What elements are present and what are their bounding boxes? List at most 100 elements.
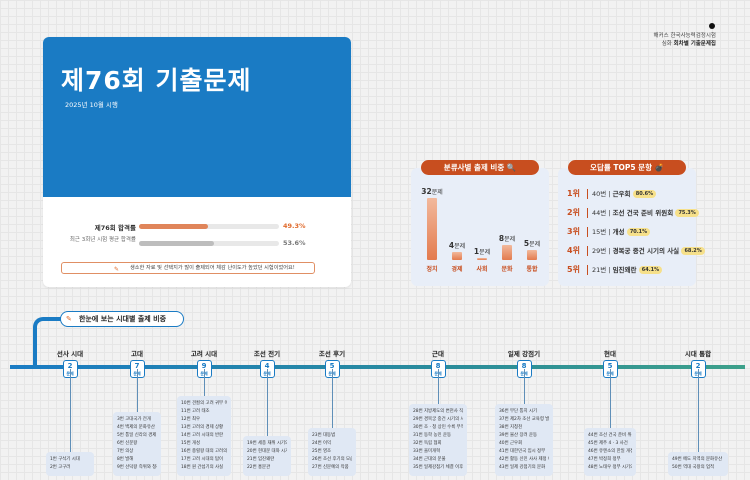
top5-separator	[587, 246, 588, 256]
era-topic: 8번 발해	[117, 457, 134, 462]
era-name: 조선 후기	[318, 350, 346, 358]
era-name: 선사 시대	[56, 350, 84, 358]
era-topic-box: 49번 에도 지역의 문화유산 50번 역대 국왕의 업적	[668, 452, 728, 476]
timeline-line	[10, 365, 745, 369]
era-topic: 39번 물산 장려 운동	[499, 433, 538, 438]
era-topic-box: 28번 지방제도의 변천사 직접 시기 29번 경복궁 중건 시기의 사실 30번 …	[409, 404, 467, 476]
era-connector	[137, 369, 138, 412]
top5-text: 21번 | 임진왜란 64.1%	[592, 262, 663, 278]
era-topic: 32번 독립 협회	[413, 441, 442, 446]
era-name: 시대 통합	[684, 350, 712, 358]
avg-rate-label: 최근 3회년 시험 평균 합격률	[69, 237, 136, 243]
top5-rate-badge: 70.1%	[626, 228, 651, 236]
avg-rate-track	[139, 241, 279, 246]
era-topic: 25번 영조	[312, 449, 332, 454]
era-topic: 13번 고려의 경제 상황	[181, 425, 224, 430]
top5-text: 44번 | 조선 건국 준비 위원회 75.3%	[592, 205, 699, 221]
top5-box: 오답률 TOP5 문항 💣	[558, 160, 696, 286]
top5-text: 40번 | 근우회 80.6%	[592, 186, 657, 202]
pencil-icon: ✎	[114, 266, 120, 273]
bomb-icon: 💣	[654, 163, 664, 172]
era-topic: 23번 대동법	[312, 433, 336, 438]
top5-separator	[587, 189, 588, 199]
era-topic-box: 36번 무단 통치 시기 37번 제2차 조선 교육령 발표 이후의 사실 38번 …	[495, 404, 553, 476]
era-topic: 11번 고려 태조	[181, 409, 210, 414]
era-topic: 18번 원 간섭기의 사실	[181, 465, 224, 470]
era-topic: 14번 고려 시대의 반란	[181, 433, 224, 438]
era-topic: 7번 의상	[117, 449, 134, 454]
era-topic: 50번 역대 국왕의 업적	[672, 465, 715, 470]
era-topic: 19번 세종 재위 시기의 사실	[247, 441, 287, 446]
top5-heading: 오답률 TOP5 문항 💣	[568, 160, 686, 175]
timeline-curve	[33, 317, 63, 367]
top5-rank: 1위	[567, 189, 580, 198]
era-name: 고대	[131, 350, 143, 358]
era-topic: 30번 조 · 청 상민 수륙 무역 장정	[413, 425, 463, 430]
pass-rate-fill	[139, 224, 209, 229]
era-topic: 40번 근우회	[499, 441, 523, 446]
era-topic-box: 3번 고대국가 전개 4번 백제의 문화유산 5번 통일 신라의 경제 상황 6번 신…	[113, 412, 161, 476]
category-bar	[527, 250, 537, 260]
top5-separator	[587, 208, 588, 218]
category-name: 사회	[476, 266, 488, 273]
era-topic-box: 19번 세종 재위 시기의 사실 20번 현대문 대와 시기의 사실 21번 임진왜…	[243, 436, 291, 476]
era-connector	[610, 369, 611, 428]
era-topic: 28번 지방제도의 변천사 직접 시기	[413, 409, 463, 414]
top5-item: 4위 29번 | 경복궁 중건 시기의 사실 68.2%	[567, 243, 705, 259]
era-topic: 15번 개성	[181, 441, 201, 446]
era-connector	[332, 369, 333, 428]
era-name: 현대	[604, 350, 616, 358]
era-topic: 9번 선덕왕 즉위와 청해진 해도시 단 시대의 사실	[117, 465, 157, 470]
category-value-label: 32문제	[421, 187, 443, 196]
top5-item: 3위 15번 | 개성 70.1%	[567, 224, 697, 240]
era-topic: 31번 동학 농민 운동	[413, 433, 452, 438]
era-topic: 44번 조선 건국 준비 위원회	[588, 433, 632, 438]
era-name: 근대	[432, 350, 444, 358]
era-topic: 2번 고구려	[50, 465, 71, 470]
era-topic: 16번 충렬왕 대의 고려의 사실	[181, 449, 227, 454]
era-topic: 12번 최우	[181, 417, 201, 422]
publisher-dot-icon	[709, 23, 715, 29]
era-topic: 49번 에도 지역의 문화유산	[672, 457, 723, 462]
top5-text: 29번 | 경복궁 중건 시기의 사실 68.2%	[592, 243, 705, 259]
era-topic: 42번 활동 신민 사사 제정 이후의 사실	[499, 457, 549, 462]
difficulty-note: ✎ 생소한 자료 및 선택지가 많이 출제되어 체감 난이도가 높았던 시험이었…	[61, 262, 315, 274]
era-topic: 24번 이익	[312, 441, 332, 446]
publisher-line2: 심화 회차별 기출문제집	[661, 41, 716, 47]
category-chart-box: 분류사별 출제 비중 🔍 32문제 정치 4문제 경제 1문제 사회 8문제 문화 5문제 통합	[411, 160, 549, 286]
category-name: 문화	[501, 266, 513, 273]
avg-rate-value: 53.6%	[283, 239, 306, 247]
era-name: 고려 시대	[190, 350, 218, 358]
era-topic: 33번 을미개혁	[413, 449, 441, 454]
page-title: 제76회 기출문제	[61, 66, 252, 95]
category-value-label: 8문제	[498, 233, 516, 243]
pass-rate-label: 제76회 합격률	[94, 224, 136, 232]
era-topic: 45번 제주 4 · 3 사건	[588, 441, 628, 446]
publisher-caption: 해커스 한국사능력검정시험 심화 회차별 기출문제집	[654, 32, 716, 48]
era-connector	[204, 369, 205, 396]
top5-rank: 3위	[567, 227, 580, 236]
top5-separator	[587, 227, 588, 237]
top5-rate-badge: 64.1%	[638, 266, 663, 274]
top5-rate-badge: 68.2%	[681, 247, 705, 255]
era-topic: 17번 고려 시대의 탑이	[181, 457, 224, 462]
era-topic: 34번 근대의 문물	[413, 457, 446, 462]
era-topic: 43번 일제 강점기의 문화	[499, 465, 546, 470]
era-connector	[698, 369, 699, 452]
era-connector	[267, 369, 268, 436]
era-topic: 10번 견훤의 고려 귀부 이후의 사실	[181, 401, 227, 406]
era-topic: 21번 임진왜란	[247, 457, 275, 462]
category-chart-heading: 분류사별 출제 비중 🔍	[421, 160, 539, 175]
era-topic: 36번 무단 통치 시기	[499, 409, 538, 414]
era-topic-box: 44번 조선 건국 준비 위원회 45번 제주 4 · 3 사건 46번 유엔소의 …	[584, 428, 636, 476]
era-name: 조선 전기	[253, 350, 281, 358]
era-topic: 20번 현대문 대와 시기의 사실	[247, 449, 287, 454]
title-block: 제76회 기출문제 2025년 10월 시행	[43, 37, 351, 197]
category-value-label: 1문제	[473, 247, 491, 257]
timeline-heading: ✎ 한눈에 보는 시대별 출제 비중	[60, 311, 184, 327]
pass-rate-value: 49.3%	[283, 222, 306, 230]
category-bar	[427, 198, 437, 260]
top5-rate-badge: 80.6%	[632, 190, 657, 198]
era-topic: 48번 노태우 정부 시기의 통일 노력	[588, 465, 632, 470]
category-name: 경제	[451, 266, 463, 273]
